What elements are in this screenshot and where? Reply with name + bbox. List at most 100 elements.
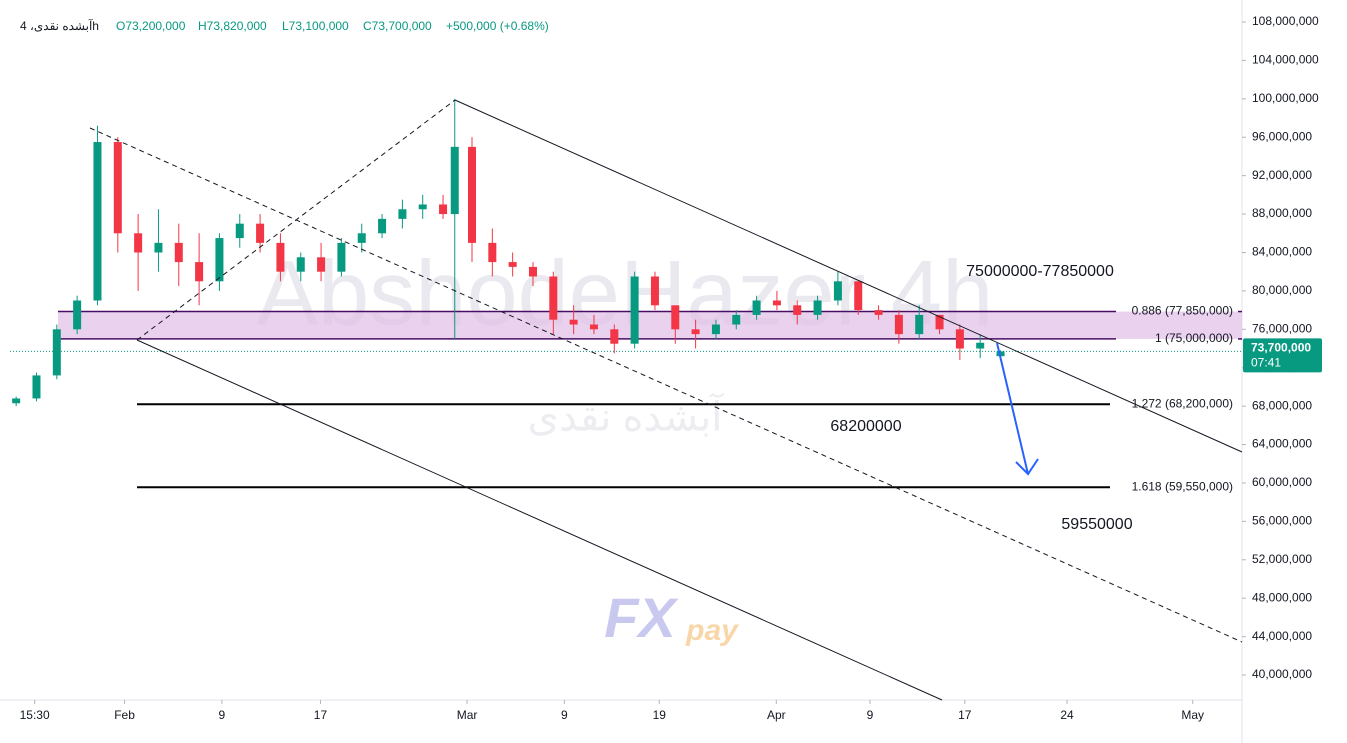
last-price-label: 73,700,000 — [1251, 341, 1311, 355]
last-price-box — [1243, 338, 1322, 373]
y-tick-label: 40,000,000 — [1252, 667, 1312, 681]
x-tick-label: Feb — [114, 708, 135, 722]
y-tick-label: 68,000,000 — [1252, 398, 1312, 412]
annotation: 59550000 — [1061, 516, 1132, 533]
y-tick-label: 100,000,000 — [1252, 91, 1319, 105]
trend-line-dashed — [89, 127, 1243, 643]
x-tick-label: 15:30 — [20, 708, 50, 722]
logo: FX — [604, 586, 679, 649]
x-tick-label: Mar — [457, 708, 478, 722]
candle-body — [935, 314, 944, 330]
candle-body — [113, 142, 122, 234]
candle-body — [610, 329, 619, 344]
candle-body — [52, 329, 61, 376]
candle-body — [418, 204, 427, 210]
header: آبشده نقدی، 4h O73,200,000 H73,820,000 L… — [20, 18, 549, 33]
candle-body — [32, 375, 41, 399]
y-tick-label: 88,000,000 — [1252, 206, 1312, 220]
candle-body — [468, 146, 476, 243]
x-tick-label: 9 — [561, 708, 568, 722]
candle-body — [488, 242, 497, 263]
candle-body — [671, 305, 680, 330]
candle-body — [528, 266, 537, 277]
candle-body — [357, 233, 366, 243]
trend-line — [454, 99, 1243, 453]
y-tick-label: 48,000,000 — [1252, 590, 1312, 604]
x-tick-label: 19 — [653, 708, 667, 722]
y-tick-label: 60,000,000 — [1252, 475, 1312, 489]
zone — [58, 311, 1242, 339]
x-tick-label: May — [1181, 708, 1204, 722]
candle-body — [337, 242, 346, 272]
candle-body — [874, 310, 883, 315]
candle-body — [854, 281, 863, 311]
x-tick-label: 17 — [314, 708, 328, 722]
y-tick-label: 52,000,000 — [1252, 552, 1312, 566]
candle-body — [589, 324, 598, 330]
annotation: 68200000 — [830, 418, 901, 435]
candle-body — [955, 329, 964, 349]
ohlc-change: +500,000 (+0.68%) — [446, 19, 549, 33]
ohlc-low: L73,100,000 — [282, 19, 349, 33]
y-tick-label: 80,000,000 — [1252, 283, 1312, 297]
x-tick-label: Apr — [767, 708, 786, 722]
y-tick-label: 92,000,000 — [1252, 168, 1312, 182]
candle-body — [650, 276, 659, 306]
candle-body — [235, 223, 244, 239]
y-tick-label: 44,000,000 — [1252, 629, 1312, 643]
candle-body — [154, 242, 163, 253]
candle-body — [752, 300, 761, 315]
ohlc-open: O73,200,000 — [116, 19, 186, 33]
candle-body — [813, 300, 822, 315]
y-tick-label: 108,000,000 — [1252, 14, 1319, 28]
fib-label: 1.618 (59,550,000) — [1132, 479, 1233, 493]
symbol: آبشده نقدی، 4h — [20, 18, 99, 33]
candle-body — [711, 324, 720, 335]
annotation: 75000000-77850000 — [966, 263, 1114, 280]
countdown: 07:41 — [1251, 356, 1281, 370]
fib-label: 1 (75,000,000) — [1155, 331, 1233, 345]
candle-body — [276, 242, 285, 272]
candle-body — [549, 276, 558, 320]
candle-body — [793, 305, 802, 315]
ohlc-close: C73,700,000 — [363, 19, 432, 33]
candle-body — [691, 329, 700, 335]
arrow — [996, 342, 1039, 476]
candle-body — [439, 204, 448, 215]
candle-body — [378, 218, 387, 234]
candle-body — [296, 257, 305, 272]
x-tick-label: 9 — [219, 708, 226, 722]
candle-body — [73, 300, 82, 330]
candle-body — [976, 342, 985, 349]
candle-body — [134, 233, 143, 253]
ohlc-high: H73,820,000 — [198, 19, 267, 33]
logo-sub: pay — [685, 614, 739, 647]
y-tick-label: 56,000,000 — [1252, 514, 1312, 528]
candle-body — [317, 257, 326, 272]
fib-label: 0.886 (77,850,000) — [1132, 304, 1233, 318]
y-tick-label: 64,000,000 — [1252, 437, 1312, 451]
candle-body — [569, 319, 578, 325]
candle-body — [215, 238, 224, 282]
candle-body — [772, 300, 781, 306]
candle-body — [256, 223, 265, 243]
y-tick-label: 96,000,000 — [1252, 129, 1312, 143]
x-tick-label: 9 — [867, 708, 874, 722]
candle-body — [12, 398, 21, 404]
candle-body — [894, 314, 903, 335]
candle-body — [833, 281, 842, 301]
candle-body — [630, 276, 639, 344]
candle-body — [915, 314, 924, 335]
fib-label: 1.272 (68,200,000) — [1132, 396, 1233, 410]
candle-body — [450, 146, 459, 215]
candle-body — [93, 142, 102, 301]
candle-body — [508, 262, 517, 267]
x-tick-label: 17 — [958, 708, 972, 722]
trend-line — [136, 339, 943, 701]
x-tick-label: 24 — [1060, 708, 1074, 722]
trend-lines — [89, 99, 1243, 701]
y-tick-label: 84,000,000 — [1252, 245, 1312, 259]
candle-body — [398, 209, 407, 219]
